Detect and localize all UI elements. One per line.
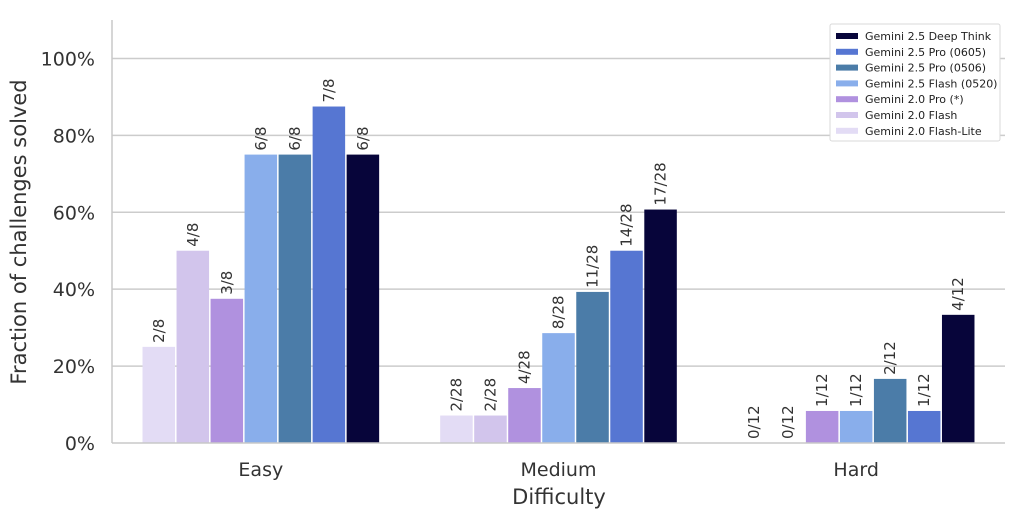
bar — [474, 415, 507, 443]
bar — [176, 250, 210, 443]
legend-label: Gemini 2.5 Flash (0520) — [865, 77, 997, 90]
bar-layer: 2/8 4/8 3/8 6/8 6/8 7/8 6/8 2/28 2/28 4/28 8/28 11/… — [142, 78, 975, 443]
bar — [508, 388, 541, 443]
y-tick-label: 100% — [41, 48, 95, 70]
bar-value-label: 6/8 — [286, 126, 304, 150]
axis-layer: 0% 20% 40% 60% 80% 100% Easy Medium Hard — [41, 20, 1005, 481]
y-tick-label: 60% — [53, 202, 95, 224]
legend-label: Gemini 2.0 Flash-Lite — [865, 125, 982, 138]
bar-value-label: 2/28 — [447, 378, 465, 412]
bar-value-label: 0/12 — [745, 405, 763, 439]
bar-value-label: 2/8 — [150, 319, 168, 343]
bar — [576, 291, 609, 443]
x-axis-title: Difficulty — [512, 485, 606, 509]
legend-label: Gemini 2.5 Pro (0605) — [865, 46, 986, 59]
bar — [244, 154, 278, 443]
bar-value-label: 3/8 — [218, 271, 236, 295]
bar-value-label: 14/28 — [618, 203, 636, 246]
bar — [644, 209, 677, 443]
bar — [610, 250, 643, 443]
bar-value-label: 11/28 — [584, 245, 602, 288]
bar-value-label: 2/12 — [881, 341, 899, 375]
bar — [941, 314, 975, 443]
bar — [210, 298, 244, 443]
legend-swatch — [836, 127, 858, 134]
bar — [142, 346, 176, 443]
bar-value-label: 8/28 — [550, 295, 568, 329]
y-axis-title: Fraction of challenges solved — [7, 79, 31, 384]
legend: Gemini 2.5 Deep Think Gemini 2.5 Pro (060… — [829, 23, 1001, 142]
bar-value-label: 1/12 — [847, 373, 865, 407]
x-tick-label: Easy — [238, 459, 283, 481]
bar — [873, 378, 907, 443]
bar-value-label: 6/8 — [252, 126, 270, 150]
x-tick-label: Medium — [521, 459, 597, 481]
bar — [346, 154, 380, 443]
legend-label: Gemini 2.0 Pro (*) — [865, 93, 964, 106]
y-tick-label: 0% — [65, 433, 95, 455]
bar-value-label: 4/12 — [949, 277, 967, 311]
bar-value-label: 6/8 — [354, 126, 372, 150]
bar-value-label: 2/28 — [481, 378, 499, 412]
bar — [278, 154, 312, 443]
bar-value-label: 4/28 — [515, 350, 533, 384]
legend-label: Gemini 2.5 Deep Think — [865, 30, 992, 43]
bar — [839, 410, 873, 443]
bar — [907, 410, 941, 443]
y-tick-label: 40% — [53, 279, 95, 301]
bar-value-label: 1/12 — [813, 373, 831, 407]
bar-value-label: 0/12 — [779, 405, 797, 439]
bar — [312, 106, 346, 443]
legend-swatch — [836, 33, 858, 39]
legend-box — [829, 23, 1001, 142]
y-tick-label: 80% — [53, 125, 95, 147]
bar — [805, 410, 839, 443]
bar-value-label: 1/12 — [915, 373, 933, 407]
legend-swatch — [836, 96, 858, 103]
x-tick-label: Hard — [833, 459, 878, 481]
legend-swatch — [836, 64, 858, 71]
bar-value-label: 4/8 — [184, 223, 202, 247]
y-tick-label: 20% — [53, 356, 95, 378]
legend-swatch — [836, 80, 858, 87]
bar-value-label: 7/8 — [320, 78, 338, 102]
bar — [542, 333, 575, 443]
bar — [440, 415, 473, 443]
legend-swatch — [836, 48, 858, 55]
legend-label: Gemini 2.0 Flash — [865, 109, 957, 122]
bar-value-label: 17/28 — [652, 162, 670, 205]
legend-label: Gemini 2.5 Pro (0506) — [865, 62, 986, 75]
legend-swatch — [836, 112, 858, 118]
